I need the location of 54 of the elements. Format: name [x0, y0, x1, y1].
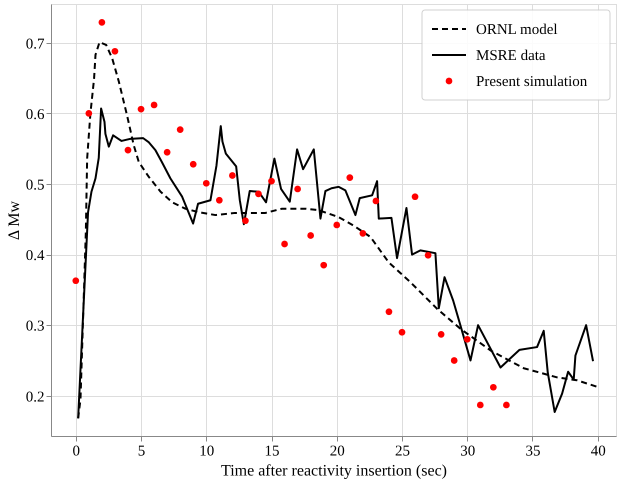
x-tick-label: 0: [72, 444, 80, 460]
point: [202, 180, 210, 187]
point: [412, 193, 418, 200]
x-tick-label: 40: [590, 444, 606, 460]
x-tick-label: 5: [138, 444, 146, 460]
y-tick-label: 0.4: [26, 248, 45, 264]
point: [490, 384, 497, 391]
point: [398, 328, 406, 336]
point: [242, 217, 249, 224]
point: [386, 308, 392, 316]
point: [438, 331, 445, 338]
legend-label: Present simulation: [476, 74, 588, 90]
point: [333, 222, 340, 228]
x-tick-label: 30: [460, 444, 476, 460]
point: [450, 357, 458, 364]
point: [464, 336, 471, 343]
point: [216, 196, 223, 204]
point: [307, 232, 314, 239]
x-axis-title: Time after reactivity insertion (sec): [221, 462, 447, 480]
y-tick-label: 0.5: [26, 178, 44, 194]
point: [268, 178, 275, 185]
point: [176, 126, 184, 133]
point: [360, 230, 366, 237]
point: [138, 106, 144, 113]
point: [112, 48, 118, 55]
y-tick-label: 0.6: [26, 106, 45, 123]
y-tick-label: 0.2: [26, 389, 44, 406]
point: [98, 19, 106, 26]
x-tick-label: 15: [264, 444, 280, 460]
y-axis-title: Δ Mw: [6, 200, 23, 240]
point: [150, 102, 158, 108]
point: [255, 190, 262, 198]
point: [190, 160, 197, 168]
x-tick-label: 25: [395, 444, 410, 460]
point: [346, 174, 354, 181]
point: [229, 172, 236, 179]
x-tick-label: 10: [199, 444, 214, 460]
x-tick-label: 20: [330, 444, 345, 460]
point: [124, 146, 132, 154]
point: [476, 402, 484, 408]
point: [164, 148, 170, 156]
x-tick-label: 35: [525, 444, 540, 460]
point: [503, 402, 510, 408]
point: [320, 262, 328, 269]
point: [424, 252, 432, 259]
y-tick-label: 0.7: [26, 36, 45, 52]
point: [72, 277, 80, 284]
point: [281, 240, 288, 248]
legend-label: MSRE data: [476, 48, 546, 64]
point: [85, 110, 92, 117]
legend-label: ORNL model: [476, 22, 558, 38]
point: [372, 198, 380, 204]
point: [294, 186, 301, 192]
y-tick-label: 0.3: [26, 318, 44, 335]
